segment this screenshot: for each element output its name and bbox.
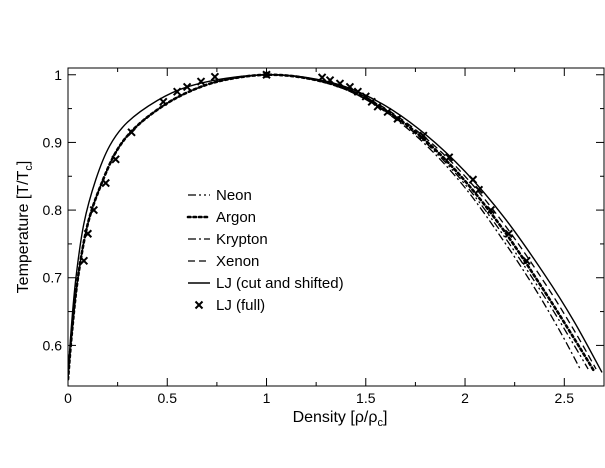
critical-point-marker — [263, 71, 270, 78]
data-marker — [486, 205, 496, 215]
y-tick-label: 0.7 — [43, 270, 63, 286]
data-marker — [522, 256, 531, 266]
data-marker — [335, 79, 345, 88]
data-marker — [111, 155, 120, 164]
legend-label: Argon — [216, 209, 256, 226]
marker-layer — [79, 70, 531, 266]
data-marker — [172, 87, 182, 96]
series-line-lj-cut-and-shifted — [68, 74, 603, 380]
data-marker — [83, 229, 93, 238]
data-marker — [345, 82, 355, 92]
legend-label: LJ (cut and shifted) — [216, 275, 344, 292]
data-marker — [383, 107, 392, 117]
x-axis-title-end: ] — [383, 409, 387, 426]
plot-frame — [67, 67, 605, 387]
y-tick-label: 0.8 — [43, 202, 63, 218]
x-axis-title: Density [ρ/ρc] — [293, 409, 388, 429]
data-marker — [504, 229, 513, 238]
y-tick-label: 0.9 — [43, 134, 63, 150]
legend-label: LJ (full) — [216, 297, 265, 314]
legend-label: Neon — [216, 187, 252, 204]
legend: Neon Argon Krypton Xenon LJ (cut and shifted… — [186, 187, 344, 314]
data-marker — [182, 82, 192, 92]
x-tick-label: 0.5 — [158, 390, 178, 406]
legend-label: Krypton — [216, 231, 268, 248]
data-marker — [101, 178, 110, 188]
y-tick-label: 0.6 — [43, 337, 63, 353]
series-layer — [68, 73, 603, 381]
x-tick-label: 0 — [64, 390, 72, 406]
y-tick-label: 1 — [54, 67, 62, 83]
data-marker — [419, 131, 428, 140]
x-axis-title-sub: c — [377, 417, 383, 429]
x-tick-label: 1.5 — [356, 390, 376, 406]
data-marker — [474, 185, 484, 194]
data-marker — [89, 205, 99, 215]
data-marker — [159, 97, 168, 107]
data-marker — [393, 114, 402, 123]
series-line-xenon — [68, 74, 597, 380]
y-axis-title-main: Temperature [T/T — [15, 170, 32, 293]
data-marker — [317, 73, 327, 82]
data-marker — [210, 72, 220, 82]
x-tick-label: 2 — [461, 390, 469, 406]
data-marker — [353, 87, 363, 96]
data-marker — [79, 256, 89, 266]
data-marker — [196, 77, 206, 86]
data-marker — [468, 175, 478, 184]
series-line-neon — [68, 74, 589, 380]
x-tick-label: 2.5 — [555, 390, 575, 406]
legend-label: Xenon — [216, 253, 259, 270]
x-axis-title-main: Density [ρ/ρ — [293, 409, 378, 426]
axis-ticks: 0 0.5 1 1.5 2 2.5 0.6 0.7 0.8 0.9 1 — [43, 67, 604, 406]
y-axis-title-sub: c — [23, 165, 35, 171]
data-marker — [444, 153, 454, 162]
legend-swatch-marker — [194, 300, 204, 310]
x-tick-label: 1 — [263, 390, 271, 406]
y-axis-title-end: ] — [15, 161, 32, 165]
data-marker — [325, 75, 335, 85]
series-line-argon — [68, 73, 596, 381]
data-marker — [127, 128, 136, 137]
series-line-krypton — [68, 74, 581, 380]
data-marker — [373, 102, 382, 111]
y-axis-title: Temperature [T/Tc] — [15, 161, 35, 294]
